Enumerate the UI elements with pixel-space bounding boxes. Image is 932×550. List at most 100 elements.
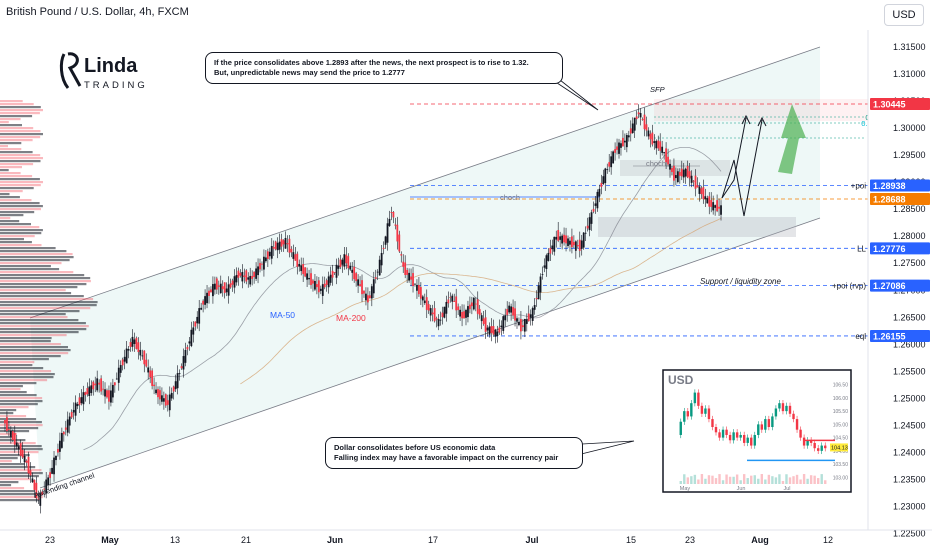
candle-body — [604, 168, 607, 184]
candle-body — [292, 252, 295, 259]
candle-body — [157, 389, 159, 398]
inset-candle-body — [721, 429, 725, 438]
inset-volume-bar — [714, 478, 718, 484]
volume-profile-bar — [0, 301, 98, 304]
volume-profile-bar — [0, 169, 9, 172]
inset-volume-bar — [816, 478, 820, 484]
candle-body — [618, 142, 620, 154]
level-badge-4 — [870, 279, 930, 292]
volume-profile-bar — [0, 286, 78, 289]
sfp-zone — [654, 99, 868, 121]
candle-body — [72, 409, 75, 413]
candle-body — [204, 296, 206, 305]
volume-profile-bar — [0, 340, 51, 343]
candle-body — [237, 270, 240, 278]
candle-body — [478, 309, 481, 316]
candle-body — [347, 256, 350, 269]
candle-body — [70, 412, 73, 418]
candle-body — [465, 309, 467, 318]
candle-body — [708, 196, 711, 207]
candle-body — [433, 308, 436, 322]
candle-body — [280, 239, 283, 247]
inset-volume-bar — [711, 475, 714, 484]
volume-profile-bar — [0, 328, 87, 331]
candle-body — [119, 365, 122, 373]
candle-body — [215, 278, 218, 290]
x-tick-9: Aug — [751, 535, 769, 545]
volume-profile-bar — [0, 121, 9, 124]
candle-body — [627, 135, 630, 138]
inset-candle-body — [781, 403, 785, 412]
candle-body — [339, 259, 342, 268]
volume-profile-bar — [0, 166, 22, 169]
level-badge-label-5: 1.26155 — [873, 331, 906, 341]
candle-body — [439, 319, 442, 321]
inset-candle-body — [792, 413, 795, 420]
candle-body — [245, 270, 248, 282]
candle-body — [594, 203, 597, 206]
candle-body — [427, 304, 430, 311]
candle-body — [223, 282, 226, 294]
candle-body — [414, 283, 416, 285]
candle-body — [435, 318, 438, 320]
linda-trading-logo: Linda TRADING — [58, 48, 148, 99]
candle-body — [372, 279, 375, 294]
candle-body — [378, 259, 381, 276]
inset-candle-body — [778, 403, 781, 409]
candle-body — [286, 243, 289, 245]
candle-body — [518, 321, 520, 326]
candle-body — [217, 285, 220, 287]
volume-profile-bar — [0, 427, 39, 430]
candle-body — [76, 404, 79, 407]
inset-volume-bar — [690, 476, 693, 484]
x-tick-4: Jun — [327, 535, 343, 545]
inset-candle-body — [739, 434, 742, 438]
candle-body — [162, 398, 165, 402]
volume-profile-bar — [0, 472, 43, 475]
channel-lower-line — [39, 217, 821, 489]
currency-selector[interactable]: USD — [884, 4, 924, 26]
volume-profile-bar — [0, 364, 33, 367]
volume-profile-bar — [0, 247, 56, 250]
candle-body — [696, 185, 699, 188]
candle-body — [657, 140, 660, 149]
candle-body — [631, 123, 634, 134]
inset-volume-bar — [750, 475, 753, 484]
volume-profile-bar — [0, 292, 72, 295]
candle-body — [108, 390, 110, 402]
candle-body — [194, 321, 197, 327]
level-badge-label-1: 1.28938 — [873, 181, 906, 191]
volume-profile-bar — [0, 277, 91, 280]
ascending-channel — [29, 46, 821, 489]
candle-body — [59, 440, 61, 452]
candle-body — [429, 308, 432, 316]
candle-body — [121, 359, 124, 366]
candle-body — [141, 355, 144, 357]
candle-body — [555, 236, 558, 240]
inset-volume-bar — [739, 480, 742, 484]
volume-profile-bar — [0, 325, 89, 328]
inset-y-tick-7: 103.00 — [833, 475, 849, 481]
y-tick-17: 1.23000 — [893, 502, 926, 512]
candle-body — [504, 315, 507, 321]
candle-body — [394, 224, 397, 226]
candle-body — [298, 263, 301, 267]
inset-volume-bar — [795, 474, 799, 484]
candle-body — [45, 479, 48, 494]
volume-profile-bar — [0, 373, 55, 376]
candle-body — [184, 349, 187, 363]
callout-bottom-line2: Falling index may have a favorable impac… — [334, 453, 559, 462]
candle-body — [25, 460, 28, 463]
candle-body — [382, 247, 385, 250]
candle-body — [578, 239, 581, 251]
candle-body — [368, 295, 371, 299]
candle-body — [506, 309, 509, 315]
candle-body — [702, 187, 705, 200]
level-tag-4: +poi (rvp) — [832, 282, 866, 291]
candle-body — [296, 253, 299, 267]
candle-body — [610, 156, 613, 168]
candle-body — [714, 205, 717, 208]
candle-body — [661, 146, 664, 153]
candle-body — [229, 283, 232, 288]
